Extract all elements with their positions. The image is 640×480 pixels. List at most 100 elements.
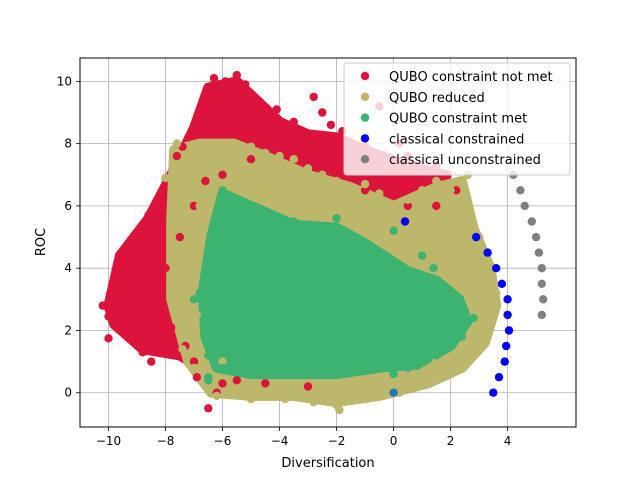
point-series-0-17 bbox=[184, 133, 193, 142]
point-series-0-2 bbox=[104, 312, 113, 321]
point-series-5-6 bbox=[537, 264, 546, 273]
point-series-3-3 bbox=[492, 264, 501, 273]
point-series-1-18 bbox=[360, 388, 370, 397]
y-axis-label: ROC bbox=[34, 228, 49, 256]
point-series-3-0 bbox=[400, 217, 410, 226]
point-series-2-52 bbox=[261, 248, 270, 257]
point-series-1-13 bbox=[281, 394, 290, 404]
point-series-2-2 bbox=[204, 351, 213, 360]
point-series-1-2 bbox=[161, 173, 170, 183]
point-series-0-36 bbox=[278, 130, 287, 139]
point-series-1-42 bbox=[346, 183, 355, 192]
point-series-1-14 bbox=[303, 391, 313, 401]
region-constraint-met bbox=[197, 188, 473, 380]
legend: QUBO constraint not met QUBO reduced QUBO … bbox=[343, 62, 571, 176]
point-series-0-60 bbox=[303, 382, 313, 391]
x-tick-label: −8 bbox=[157, 434, 175, 448]
point-series-2-58 bbox=[452, 320, 461, 329]
point-series-4-0 bbox=[389, 388, 398, 397]
point-series-2-46 bbox=[303, 279, 313, 288]
point-series-1-15 bbox=[323, 394, 333, 404]
point-series-2-51 bbox=[232, 326, 241, 335]
point-series-0-41 bbox=[318, 108, 327, 117]
y-tick-label: 4 bbox=[64, 261, 72, 275]
point-series-0-70 bbox=[332, 155, 341, 164]
point-series-0-0 bbox=[98, 301, 108, 310]
point-series-0-23 bbox=[201, 102, 210, 111]
point-series-1-0 bbox=[172, 139, 182, 148]
point-series-2-50 bbox=[417, 313, 427, 323]
point-series-1-56 bbox=[172, 264, 182, 273]
point-series-0-30 bbox=[241, 80, 250, 89]
point-series-0-11 bbox=[149, 288, 159, 298]
point-series-0-76 bbox=[175, 232, 184, 242]
point-series-2-0 bbox=[195, 288, 204, 298]
point-series-5-2 bbox=[520, 201, 529, 211]
y-axis-ticks: 0 2 4 6 8 10 bbox=[57, 74, 80, 400]
point-series-1-33 bbox=[452, 201, 461, 211]
point-series-2-19 bbox=[417, 276, 427, 285]
point-series-2-48 bbox=[360, 295, 370, 304]
point-series-0-33 bbox=[261, 108, 270, 117]
point-series-2-10 bbox=[289, 217, 298, 226]
point-series-2-14 bbox=[346, 232, 355, 242]
point-series-1-48 bbox=[261, 148, 270, 158]
point-series-0-65 bbox=[161, 264, 170, 273]
point-series-2-38 bbox=[261, 369, 270, 379]
point-series-0-57 bbox=[232, 376, 241, 385]
point-series-1-1 bbox=[184, 164, 193, 173]
legend-marker-5 bbox=[360, 155, 370, 164]
point-series-0-29 bbox=[232, 70, 241, 80]
y-tick-label: 6 bbox=[64, 199, 72, 213]
point-series-2-7 bbox=[246, 201, 256, 211]
point-series-1-60 bbox=[332, 401, 341, 410]
point-series-2-59 bbox=[429, 264, 438, 273]
point-series-0-4 bbox=[118, 279, 128, 288]
point-series-3-6 bbox=[503, 310, 512, 320]
point-series-1-27 bbox=[489, 307, 498, 316]
point-series-0-68 bbox=[161, 332, 170, 341]
point-series-5-3 bbox=[527, 217, 536, 226]
point-series-2-30 bbox=[375, 363, 384, 372]
point-series-2-3 bbox=[204, 248, 213, 257]
point-series-1-49 bbox=[246, 142, 256, 151]
point-series-0-72 bbox=[412, 176, 421, 186]
point-series-1-58 bbox=[192, 310, 202, 320]
point-series-1-59 bbox=[309, 397, 318, 407]
point-series-0-67 bbox=[144, 307, 153, 316]
point-series-3-4 bbox=[497, 279, 507, 288]
point-series-1-63 bbox=[432, 357, 441, 366]
point-series-0-25 bbox=[206, 92, 216, 102]
point-series-3-7 bbox=[504, 326, 514, 335]
point-series-2-15 bbox=[360, 239, 370, 248]
point-series-0-79 bbox=[135, 326, 145, 335]
legend-label-0: QUBO constraint not met bbox=[389, 70, 553, 85]
point-series-3-5 bbox=[503, 295, 512, 304]
point-series-0-58 bbox=[261, 379, 270, 388]
point-series-0-3 bbox=[115, 298, 125, 307]
point-series-2-1 bbox=[201, 326, 210, 335]
legend-marker-2 bbox=[360, 113, 370, 122]
point-series-2-23 bbox=[469, 313, 478, 323]
point-series-2-31 bbox=[360, 366, 370, 376]
point-series-2-41 bbox=[218, 363, 227, 372]
point-series-2-34 bbox=[318, 369, 327, 379]
point-series-1-28 bbox=[492, 288, 501, 298]
point-series-5-4 bbox=[531, 232, 541, 242]
point-series-1-54 bbox=[195, 201, 204, 211]
point-series-0-42 bbox=[320, 145, 330, 155]
point-series-2-55 bbox=[346, 332, 355, 341]
point-series-2-40 bbox=[232, 366, 241, 376]
point-series-1-4 bbox=[167, 295, 176, 304]
point-series-1-46 bbox=[289, 155, 298, 164]
point-series-1-26 bbox=[483, 326, 492, 335]
point-series-3-11 bbox=[489, 388, 498, 397]
point-series-0-75 bbox=[201, 176, 210, 186]
point-series-2-49 bbox=[389, 326, 398, 335]
point-series-0-61 bbox=[275, 139, 284, 148]
legend-label-1: QUBO reduced bbox=[389, 91, 485, 106]
y-tick-label: 10 bbox=[57, 74, 72, 88]
point-series-1-44 bbox=[318, 170, 327, 179]
point-series-5-8 bbox=[539, 295, 548, 304]
point-series-1-64 bbox=[218, 357, 227, 366]
